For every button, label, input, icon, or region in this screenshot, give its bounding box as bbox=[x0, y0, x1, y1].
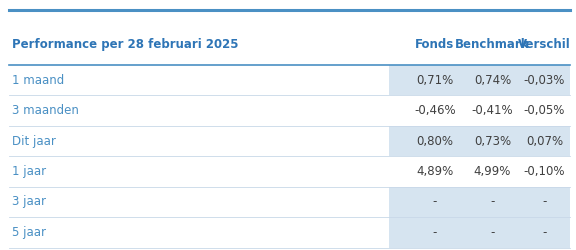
Text: 0,07%: 0,07% bbox=[526, 134, 563, 147]
Text: 0,73%: 0,73% bbox=[474, 134, 511, 147]
Text: 4,99%: 4,99% bbox=[474, 165, 511, 178]
Text: -: - bbox=[433, 196, 437, 208]
Text: -: - bbox=[542, 196, 547, 208]
Text: 0,80%: 0,80% bbox=[416, 134, 453, 147]
Bar bbox=[389, 126, 570, 156]
Bar bbox=[389, 187, 570, 217]
Text: -0,46%: -0,46% bbox=[414, 104, 456, 117]
Text: -: - bbox=[433, 226, 437, 239]
Text: 3 jaar: 3 jaar bbox=[12, 196, 46, 208]
Text: -0,03%: -0,03% bbox=[524, 74, 565, 87]
Text: 4,89%: 4,89% bbox=[416, 165, 453, 178]
Text: 1 jaar: 1 jaar bbox=[12, 165, 46, 178]
Text: -: - bbox=[490, 226, 495, 239]
Text: -0,41%: -0,41% bbox=[472, 104, 513, 117]
Text: Verschil: Verschil bbox=[518, 38, 571, 52]
Text: -0,05%: -0,05% bbox=[524, 104, 565, 117]
Text: 0,71%: 0,71% bbox=[416, 74, 453, 87]
Text: 5 jaar: 5 jaar bbox=[12, 226, 46, 239]
Bar bbox=[389, 65, 570, 96]
Text: -0,10%: -0,10% bbox=[524, 165, 565, 178]
Text: Performance per 28 februari 2025: Performance per 28 februari 2025 bbox=[12, 38, 238, 52]
Text: Benchmark: Benchmark bbox=[455, 38, 530, 52]
Bar bbox=[389, 217, 570, 248]
Text: 1 maand: 1 maand bbox=[12, 74, 64, 87]
Text: -: - bbox=[490, 196, 495, 208]
Text: Dit jaar: Dit jaar bbox=[12, 134, 55, 147]
Text: 0,74%: 0,74% bbox=[474, 74, 511, 87]
Text: Fonds: Fonds bbox=[415, 38, 454, 52]
Text: -: - bbox=[542, 226, 547, 239]
Text: 3 maanden: 3 maanden bbox=[12, 104, 78, 117]
